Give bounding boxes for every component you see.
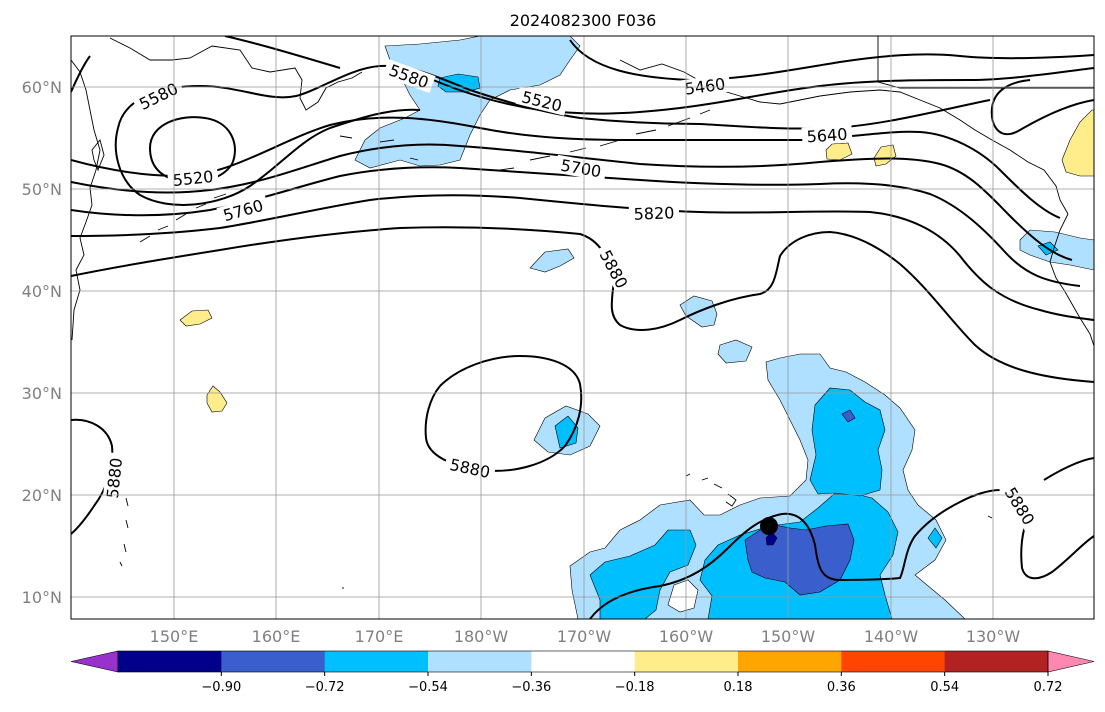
- lon-label: 170°W: [557, 627, 612, 646]
- yellow-patch: [825, 142, 853, 161]
- colorbar-cell: [738, 651, 842, 672]
- colorbar-cell: [634, 651, 739, 672]
- contour-label: 5880: [596, 247, 632, 292]
- contour-5880-se: [1043, 457, 1094, 481]
- contour-5700: [71, 143, 1073, 261]
- blue-area: [927, 527, 943, 549]
- contour-label: 5880: [1001, 484, 1039, 529]
- yellow-patch: [873, 144, 897, 167]
- white-hole: [667, 579, 699, 613]
- map-title: 2024082300 F036: [510, 11, 657, 30]
- na-west-coast: [1049, 213, 1094, 347]
- colorbar-cell: [944, 651, 1049, 672]
- storm-center-marker: [760, 517, 778, 535]
- lon-label: 150°E: [150, 627, 199, 646]
- hawaii-islands: [685, 473, 737, 507]
- shading-positive: [179, 109, 1094, 413]
- small-island: [987, 515, 993, 519]
- sakhalin-coast: [91, 139, 105, 172]
- lon-label: 160°W: [659, 627, 714, 646]
- colorbar: −0.90 −0.72 −0.54 −0.36 −0.18 0.18 0.36 0.54 0.7…: [70, 650, 1095, 695]
- colorbar-cell: [221, 651, 326, 672]
- contour-label: 5820: [633, 203, 674, 223]
- kuril-islands: [139, 193, 227, 243]
- colorbar-tick-label: 0.72: [1034, 680, 1063, 695]
- lat-label: 50°N: [22, 180, 62, 199]
- lon-label: 160°E: [252, 627, 301, 646]
- contour-label: 5520: [172, 167, 214, 190]
- lon-label: 130°W: [966, 627, 1021, 646]
- colorbar-frame: [117, 650, 1049, 673]
- colorbar-tick-label: 0.36: [827, 680, 856, 695]
- contour-5520-n: [423, 67, 1094, 115]
- mid-blue-area: [841, 409, 856, 423]
- colorbar-extend-low: [70, 650, 119, 673]
- shading-negative: [354, 36, 1094, 619]
- colorbar-tick-label: −0.54: [408, 680, 448, 695]
- colorbar-tick-label: 0.18: [724, 680, 753, 695]
- lat-label: 30°N: [22, 384, 62, 403]
- blue-area: [554, 415, 579, 449]
- colorbar-cell: [531, 651, 636, 672]
- contour-label: 5880: [448, 455, 492, 482]
- lat-axis: 60°N 50°N 40°N 30°N 20°N 10°N: [22, 78, 62, 607]
- lat-label: 10°N: [22, 588, 62, 607]
- contour-label: 5640: [806, 125, 848, 147]
- colorbar-cell: [841, 651, 946, 672]
- yellow-patch: [1061, 109, 1094, 177]
- canada-border: [877, 36, 1094, 89]
- asia-coast: [71, 59, 101, 341]
- map-frame: [70, 35, 1095, 620]
- contour-5640: [71, 116, 1061, 219]
- colorbar-tick-label: −0.18: [615, 680, 655, 695]
- contour-5880-east: [1020, 518, 1094, 580]
- yellow-patch: [179, 309, 213, 327]
- lat-label: 20°N: [22, 486, 62, 505]
- japan-islands: [119, 497, 129, 567]
- colorbar-tick-label: 0.54: [930, 680, 959, 695]
- contour-5880-south: [589, 489, 1001, 619]
- contour-5580-top: [224, 36, 341, 69]
- contour-5880-north: [71, 226, 1094, 383]
- colorbar-tick-label: −0.90: [201, 680, 241, 695]
- yellow-patch: [206, 385, 228, 413]
- colorbar-extend-high: [1047, 650, 1095, 673]
- contour-label: 5880: [103, 457, 126, 499]
- contour-5880-high: [424, 354, 583, 472]
- colorbar-tick-label: −0.72: [305, 680, 345, 695]
- lat-label: 40°N: [22, 282, 62, 301]
- contour-ne-low: [990, 79, 1094, 136]
- colorbar-cell: [428, 651, 532, 672]
- contour-label: 5460: [684, 74, 727, 98]
- light-blue-area: [717, 339, 753, 364]
- lon-label: 150°W: [761, 627, 816, 646]
- colorbar-tick-label: −0.36: [511, 680, 551, 695]
- lon-label: 140°W: [864, 627, 919, 646]
- colorbar-cell: [118, 651, 222, 672]
- lon-label: 170°E: [355, 627, 404, 646]
- contour-5460: [569, 39, 1094, 82]
- light-blue-area: [529, 248, 575, 273]
- colorbar-cell: [324, 651, 429, 672]
- lon-axis: 150°E 160°E 170°E 180°W 170°W 160°W 150°…: [150, 627, 1021, 646]
- gridlines: [71, 36, 1094, 619]
- blue-area: [809, 387, 886, 497]
- aleutian-islands: [339, 109, 711, 171]
- lon-label: 180°W: [454, 627, 509, 646]
- lat-label: 60°N: [22, 78, 62, 97]
- contour-asia-north: [71, 55, 91, 93]
